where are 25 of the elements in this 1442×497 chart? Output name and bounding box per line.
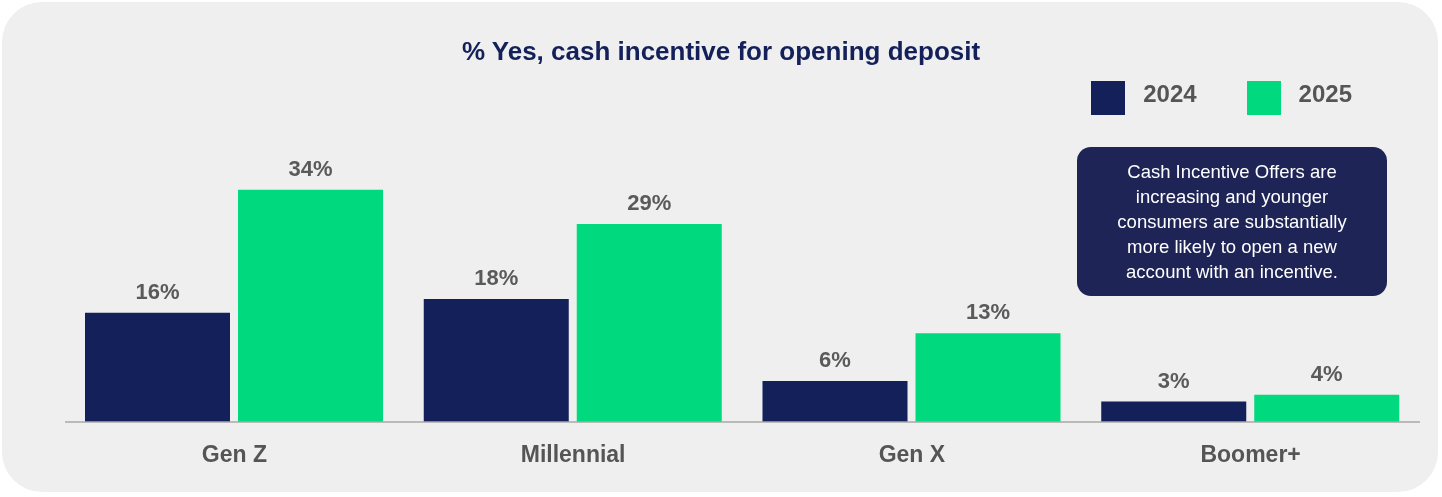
bar — [762, 381, 908, 422]
legend-label: 2025 — [1298, 80, 1352, 107]
bar — [238, 189, 383, 422]
bar — [1254, 394, 1400, 422]
bar — [1101, 401, 1247, 422]
legend-label: 2024 — [1143, 80, 1197, 107]
x-tick-label: Boomer+ — [1200, 441, 1301, 468]
chart-title: % Yes, cash incentive for opening deposit — [460, 36, 982, 67]
bar — [85, 312, 230, 422]
callout-box: Cash Incentive Offers are increasing and younger consumers are substantially more likely to open a new account with an incentive. — [1077, 147, 1387, 296]
x-tick-label: Gen X — [878, 441, 946, 468]
x-tick-label: Gen Z — [201, 441, 267, 468]
annotation: Cash Incentive Offers are increasing and younger consumers are substantially more likely to open a new account with an incentive. — [1116, 160, 1348, 284]
data-label: 29% — [627, 189, 672, 215]
bar — [915, 333, 1061, 422]
data-label: 34% — [288, 155, 333, 181]
bar — [576, 223, 722, 422]
data-label: 16% — [135, 278, 180, 304]
data-label: 18% — [474, 265, 519, 291]
data-label: 6% — [819, 347, 851, 373]
data-label: 3% — [1157, 367, 1190, 393]
data-label: 13% — [965, 299, 1011, 325]
x-tick-label: Millennial — [520, 441, 626, 468]
bar — [423, 299, 569, 422]
data-label: 4% — [1310, 360, 1343, 386]
